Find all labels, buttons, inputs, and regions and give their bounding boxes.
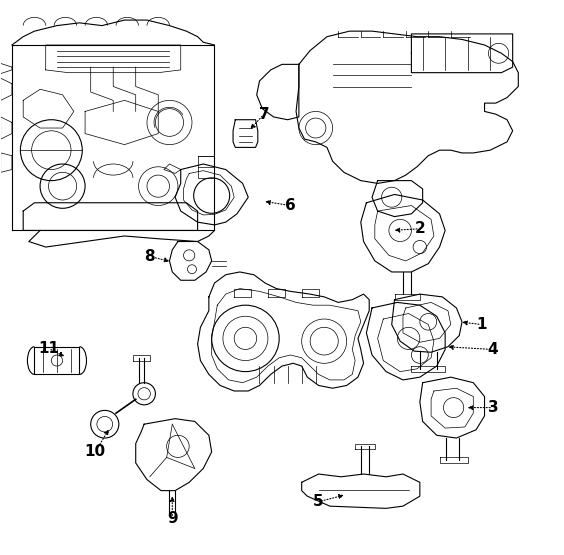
Text: 5: 5 — [313, 494, 324, 509]
Text: 3: 3 — [488, 400, 498, 415]
Text: 2: 2 — [415, 221, 425, 236]
Text: 1: 1 — [477, 317, 487, 332]
Text: 11: 11 — [38, 341, 59, 356]
Text: 4: 4 — [488, 342, 498, 357]
Text: 7: 7 — [259, 107, 269, 122]
Text: 8: 8 — [144, 249, 155, 264]
Text: 10: 10 — [85, 445, 106, 460]
Text: 6: 6 — [285, 198, 296, 213]
Text: 9: 9 — [167, 511, 178, 526]
